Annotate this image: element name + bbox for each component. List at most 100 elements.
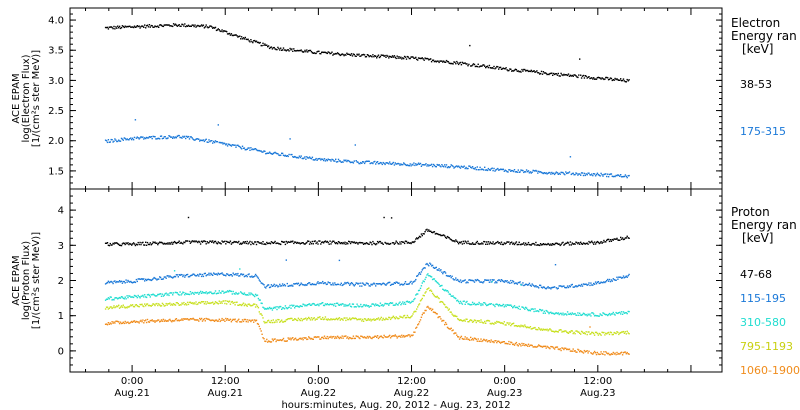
data-point xyxy=(594,78,597,80)
data-point xyxy=(389,56,392,58)
data-point xyxy=(329,319,331,321)
data-point xyxy=(311,283,314,285)
data-point xyxy=(273,338,275,340)
data-point xyxy=(601,314,603,317)
data-point xyxy=(267,319,270,322)
data-point xyxy=(261,151,263,153)
data-point xyxy=(345,243,347,245)
data-point xyxy=(182,23,184,26)
legend-entry: 115-195 xyxy=(740,292,786,305)
data-point xyxy=(335,52,337,55)
data-point xyxy=(164,293,166,295)
data-point xyxy=(348,338,350,340)
data-point xyxy=(167,275,169,277)
data-point xyxy=(373,303,375,306)
data-point xyxy=(235,146,237,148)
data-point xyxy=(347,243,349,245)
data-point xyxy=(123,26,125,29)
data-point xyxy=(310,304,313,306)
data-point xyxy=(152,278,154,280)
data-point xyxy=(152,26,154,28)
data-point xyxy=(620,276,622,278)
data-point xyxy=(274,151,276,154)
data-point xyxy=(206,274,208,276)
data-point xyxy=(586,242,588,244)
data-point xyxy=(427,230,429,232)
data-point xyxy=(408,317,410,319)
data-point xyxy=(517,243,519,246)
data-point xyxy=(537,72,539,74)
data-point xyxy=(204,301,206,303)
data-point xyxy=(278,285,280,287)
data-point xyxy=(223,241,225,243)
data-point xyxy=(170,320,172,322)
data-point xyxy=(411,283,413,285)
data-point xyxy=(184,276,186,278)
data-point xyxy=(514,306,517,309)
data-point xyxy=(230,33,233,35)
data-point xyxy=(617,353,619,355)
data-point xyxy=(514,242,517,244)
data-point xyxy=(145,319,147,321)
data-point xyxy=(204,26,206,28)
data-point xyxy=(621,331,624,333)
data-point xyxy=(277,339,279,341)
data-point xyxy=(378,319,381,321)
data-point xyxy=(343,283,345,285)
data-point xyxy=(509,304,511,307)
data-point xyxy=(327,303,329,306)
data-point xyxy=(159,135,162,137)
y-axis-title: ACE EPAM xyxy=(11,255,22,305)
data-point xyxy=(358,162,360,165)
data-point xyxy=(143,26,145,28)
x-tick-label-time: 0:00 xyxy=(307,376,329,387)
data-point xyxy=(497,167,499,170)
data-point xyxy=(284,320,287,323)
data-point xyxy=(446,235,449,238)
data-point xyxy=(417,59,419,61)
data-point xyxy=(351,282,354,285)
data-point xyxy=(229,144,232,146)
data-point xyxy=(553,286,556,288)
data-point xyxy=(355,335,357,337)
data-point xyxy=(381,319,383,321)
data-point xyxy=(607,314,609,317)
data-point xyxy=(288,338,290,340)
data-point xyxy=(132,242,135,244)
data-point xyxy=(340,318,342,320)
data-point xyxy=(390,317,393,319)
data-point xyxy=(308,303,310,305)
data-point xyxy=(104,283,107,285)
data-point xyxy=(558,329,560,331)
data-point xyxy=(151,294,153,296)
data-point xyxy=(471,337,474,340)
data-point xyxy=(599,282,601,284)
data-point xyxy=(488,303,491,305)
data-point xyxy=(623,175,626,178)
data-point xyxy=(614,175,616,178)
data-point xyxy=(308,337,311,339)
data-point xyxy=(295,339,298,341)
data-point xyxy=(556,288,559,290)
data-point xyxy=(506,280,508,282)
data-point xyxy=(253,303,255,305)
data-point xyxy=(257,297,260,300)
data-point xyxy=(177,319,179,321)
data-point xyxy=(419,300,422,302)
data-point xyxy=(161,302,164,305)
data-point xyxy=(464,320,466,322)
data-point xyxy=(342,161,344,163)
data-point xyxy=(472,243,475,245)
data-point xyxy=(283,340,286,342)
data-point xyxy=(570,244,572,246)
data-point xyxy=(429,164,431,166)
data-point xyxy=(118,281,120,283)
data-point xyxy=(119,281,122,283)
data-point xyxy=(122,304,124,306)
data-point xyxy=(137,25,139,28)
legend-entry: 175-315 xyxy=(740,125,786,138)
data-point xyxy=(145,303,148,305)
data-point xyxy=(127,279,129,282)
data-point xyxy=(225,144,227,146)
data-point xyxy=(515,306,518,309)
